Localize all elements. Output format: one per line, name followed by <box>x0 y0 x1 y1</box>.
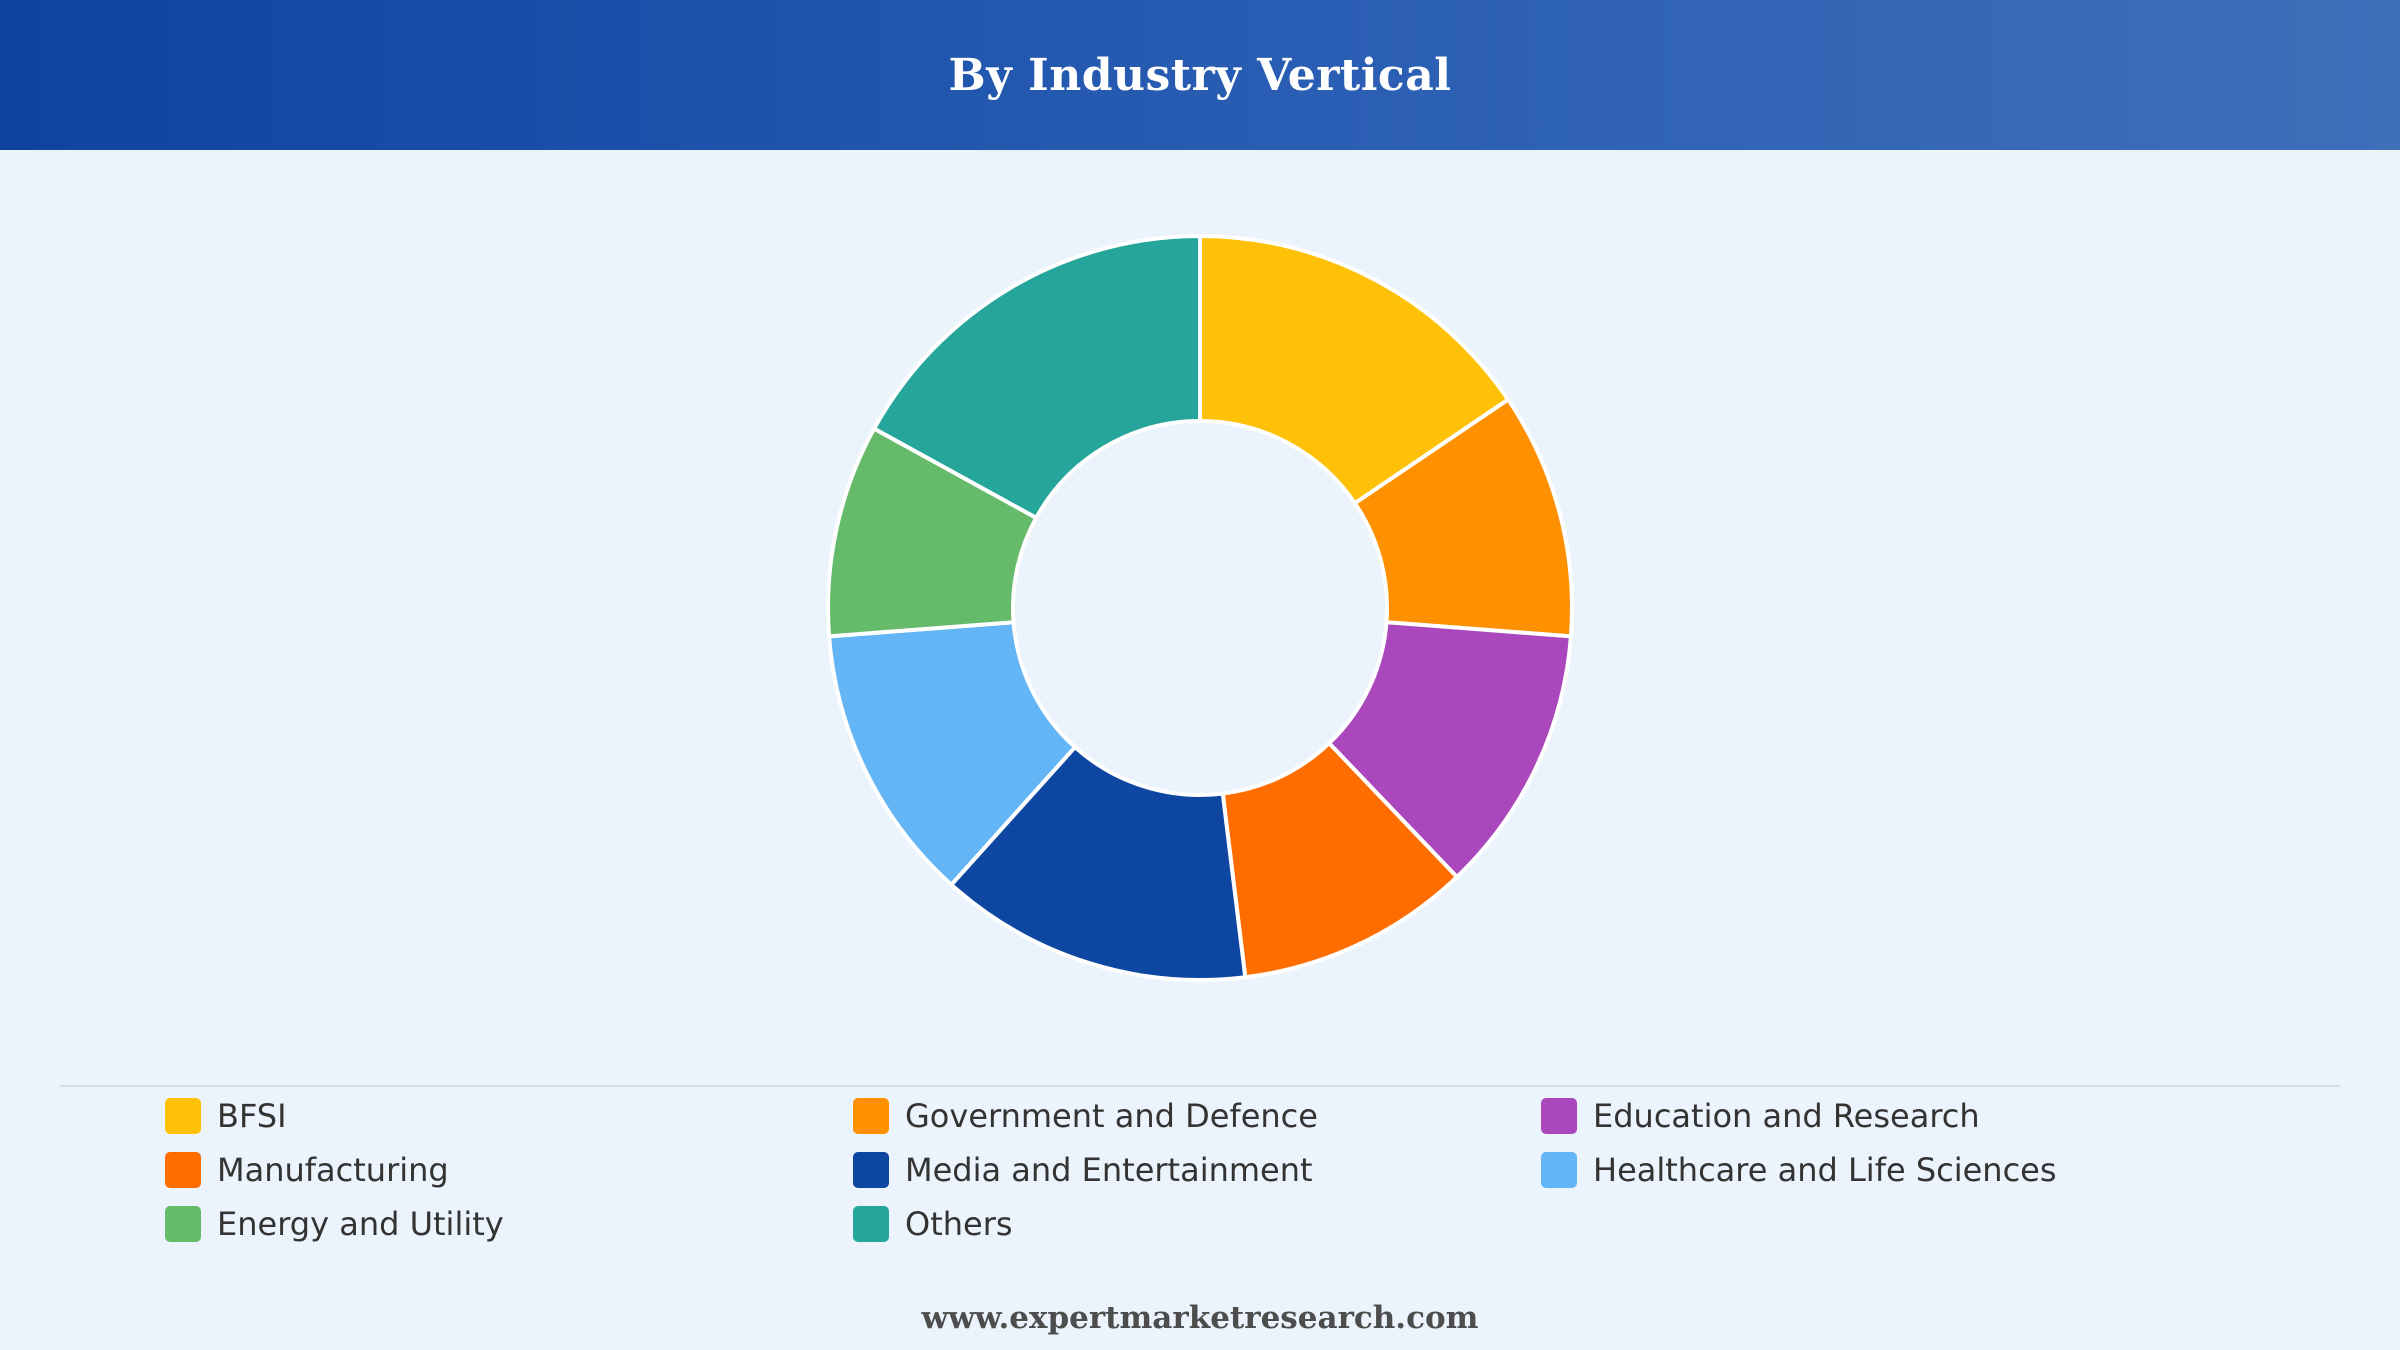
legend-item-energy-and-utility: Energy and Utility <box>165 1205 853 1243</box>
legend-item-government-and-defence: Government and Defence <box>853 1097 1541 1135</box>
legend: BFSI Government and Defence Education an… <box>165 1097 2265 1243</box>
legend-item-bfsi: BFSI <box>165 1097 853 1135</box>
header-banner: By Industry Vertical <box>0 0 2400 150</box>
legend-label: Education and Research <box>1593 1097 1980 1135</box>
legend-label: Others <box>905 1205 1013 1243</box>
legend-swatch <box>853 1152 889 1188</box>
donut-slice-bfsi <box>1198 234 1511 506</box>
donut-slice-healthcare-and-life-sciences <box>827 620 1078 887</box>
legend-label: Healthcare and Life Sciences <box>1593 1151 2057 1189</box>
legend-divider <box>60 1085 2340 1087</box>
legend-swatch <box>165 1152 201 1188</box>
legend-item-manufacturing: Manufacturing <box>165 1151 853 1189</box>
legend-item-healthcare-and-life-sciences: Healthcare and Life Sciences <box>1541 1151 2229 1189</box>
legend-swatch <box>853 1098 889 1134</box>
legend-item-education-and-research: Education and Research <box>1541 1097 2229 1135</box>
legend-swatch <box>1541 1152 1577 1188</box>
legend-swatch <box>1541 1098 1577 1134</box>
legend-label: BFSI <box>217 1097 287 1135</box>
legend-swatch <box>853 1206 889 1242</box>
legend-swatch <box>165 1098 201 1134</box>
legend-label: Manufacturing <box>217 1151 449 1189</box>
donut-slice-others <box>872 234 1202 520</box>
legend-item-others: Others <box>853 1205 1541 1243</box>
donut-chart <box>826 234 1574 982</box>
legend-label: Government and Defence <box>905 1097 1318 1135</box>
chart-title: By Industry Vertical <box>948 49 1452 101</box>
footer-website: www.expertmarketresearch.com <box>921 1300 1479 1336</box>
legend-label: Media and Entertainment <box>905 1151 1313 1189</box>
chart-area <box>0 150 2400 1070</box>
legend-item-media-and-entertainment: Media and Entertainment <box>853 1151 1541 1189</box>
legend-label: Energy and Utility <box>217 1205 504 1243</box>
legend-swatch <box>165 1206 201 1242</box>
